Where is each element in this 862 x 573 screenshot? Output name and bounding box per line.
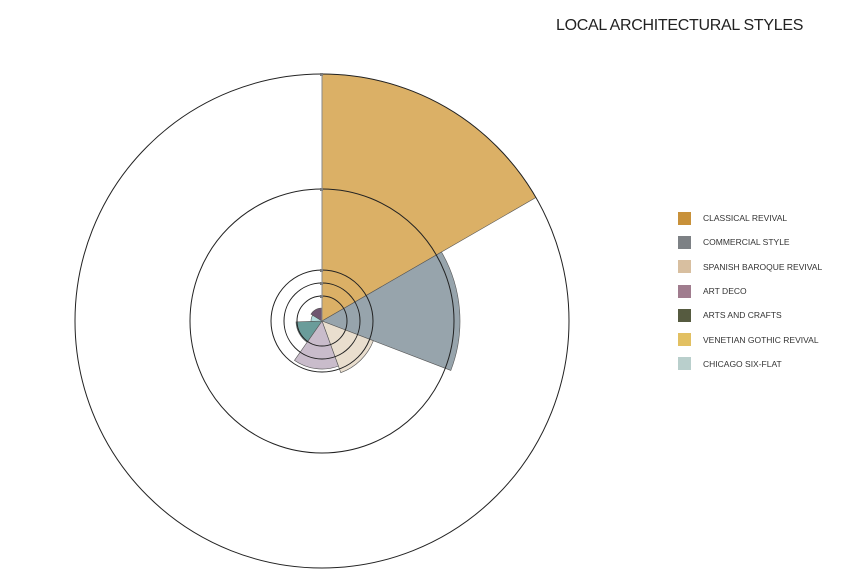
legend-swatch [678, 333, 691, 347]
legend-label: COMMERCIAL STYLE [703, 237, 790, 248]
legend-label: CHICAGO SIX-FLAT [703, 358, 782, 369]
legend-swatch [678, 357, 691, 371]
legend-item[interactable]: ARTS AND CRAFTS [678, 303, 822, 327]
legend-label: ART DECO [703, 286, 747, 297]
legend-swatch [678, 260, 691, 274]
chart-title: LOCAL ARCHITECTURAL STYLES [556, 17, 804, 34]
sector-spanish-baroque-revival[interactable] [321, 320, 374, 374]
sector-commercial-style[interactable] [321, 251, 461, 371]
legend-item[interactable]: CLASSICAL REVIVAL [678, 206, 822, 230]
legend-item[interactable]: CHICAGO SIX-FLAT [678, 352, 822, 376]
legend-label: CLASSICAL REVIVAL [703, 213, 788, 224]
legend-item[interactable]: ART DECO [678, 279, 822, 303]
legend-label: VENETIAN GOTHIC REVIVAL [703, 334, 819, 345]
legend-swatch [678, 284, 691, 298]
legend-label: SPANISH BAROQUE REVIVAL [703, 261, 823, 272]
legend-swatch [678, 235, 691, 249]
legend-label: ARTS AND CRAFTS [703, 310, 782, 321]
legend-swatch [678, 211, 691, 225]
legend-item[interactable]: COMMERCIAL STYLE [678, 230, 822, 254]
legend-item[interactable]: SPANISH BAROQUE REVIVAL [678, 255, 822, 279]
legend-swatch [678, 308, 691, 322]
chart-legend: CLASSICAL REVIVAL COMMERCIAL STYLE SPANISH… [678, 206, 822, 376]
chart-sectors [294, 73, 537, 374]
legend-item[interactable]: VENETIAN GOTHIC REVIVAL [678, 327, 822, 351]
